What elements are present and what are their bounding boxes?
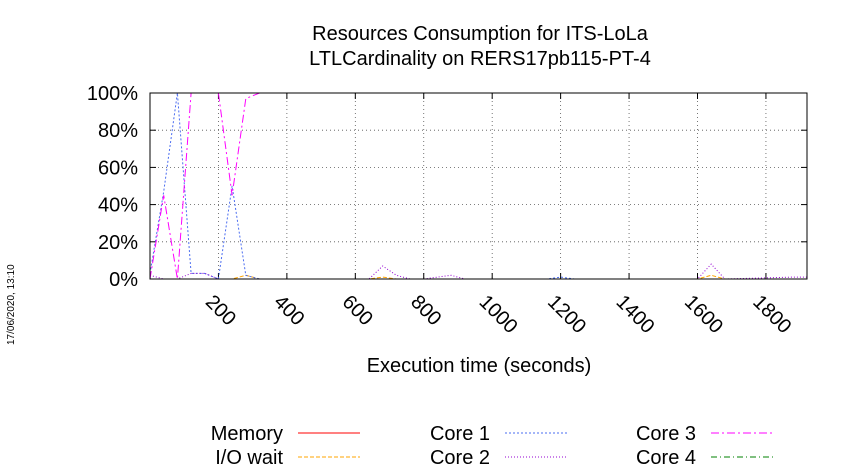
grid-lines [150,93,807,279]
x-tick-label: 200 [201,291,240,330]
legend-label: Core 3 [636,423,696,445]
series-line-core-3 [149,92,807,280]
series-lines [149,92,807,280]
series-line-i-o-wait [150,274,807,280]
series-line-core-2 [149,263,807,280]
x-tick-label: 1600 [680,291,727,338]
series-line-core-1 [149,92,807,280]
x-tick-label: 400 [269,291,308,330]
legend-label: I/O wait [215,447,283,469]
x-tick-label: 1400 [612,291,659,338]
y-tick-label: 20% [98,232,138,254]
x-tick-label: 1200 [543,291,590,338]
legend-label: Core 2 [430,447,490,469]
legend-label: Memory [211,423,283,445]
x-axis-ticks: 200 400 600 800 1000 1200 1400 1600 1800 [201,93,795,338]
legend-label: Core 1 [430,423,490,445]
y-tick-label: 0% [109,269,138,291]
y-tick-label: 60% [98,157,138,179]
y-tick-label: 80% [98,120,138,142]
chart-title: Resources Consumption for ITS-LoLa [312,23,649,45]
x-tick-label: 1000 [475,291,522,338]
x-axis-label: Execution time (seconds) [367,355,592,377]
x-tick-label: 800 [406,291,445,330]
y-tick-label: 100% [87,83,138,105]
x-tick-label: 1800 [748,291,795,338]
timestamp: 17/06/2020, 13:10 [6,264,17,345]
y-axis-ticks: 0% 20% 40% 60% 80% 100% [87,83,807,291]
chart-subtitle: LTLCardinality on RERS17pb115-PT-4 [309,48,651,70]
legend-label: Core 4 [636,447,696,469]
y-tick-label: 40% [98,195,138,217]
x-tick-label: 600 [338,291,377,330]
plot-frame [149,92,808,280]
